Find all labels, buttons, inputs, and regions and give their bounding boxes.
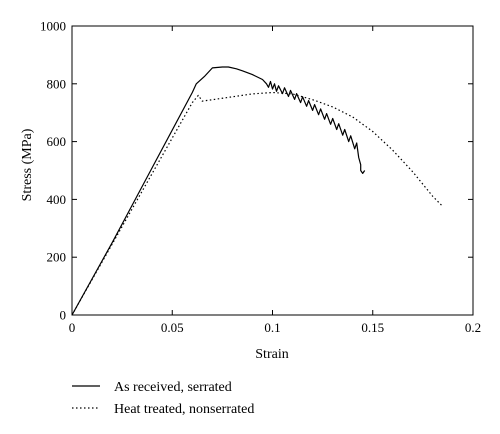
legend-label-as-received: As received, serrated — [114, 380, 232, 395]
tick-labels: 0 0.05 0.1 0.15 0.2 0 200 400 600 800 1000 — [40, 19, 481, 336]
y-tick-label: 800 — [47, 76, 67, 91]
y-tick-label: 200 — [47, 250, 67, 265]
x-tick-label: 0 — [69, 320, 76, 335]
axis-ticks — [71, 25, 474, 316]
legend: As received, serrated Heat treated, nons… — [72, 380, 254, 417]
legend-label-heat-treated: Heat treated, nonserrated — [114, 402, 254, 417]
y-tick-label: 1000 — [40, 19, 66, 34]
x-tick-label: 0.2 — [465, 320, 481, 335]
series-layer — [71, 66, 444, 316]
x-tick-label: 0.1 — [264, 320, 280, 335]
y-tick-label: 600 — [47, 134, 67, 149]
y-axis-label: Stress (MPa) — [20, 128, 35, 201]
series-line-heat-treated — [71, 91, 444, 316]
x-tick-label: 0.05 — [161, 320, 184, 335]
series-line-as-received — [71, 66, 366, 316]
y-tick-label: 0 — [60, 308, 67, 323]
y-tick-label: 400 — [47, 192, 67, 207]
x-axis-label: Strain — [255, 347, 288, 362]
x-tick-label: 0.15 — [361, 320, 384, 335]
plot-frame — [71, 25, 474, 316]
